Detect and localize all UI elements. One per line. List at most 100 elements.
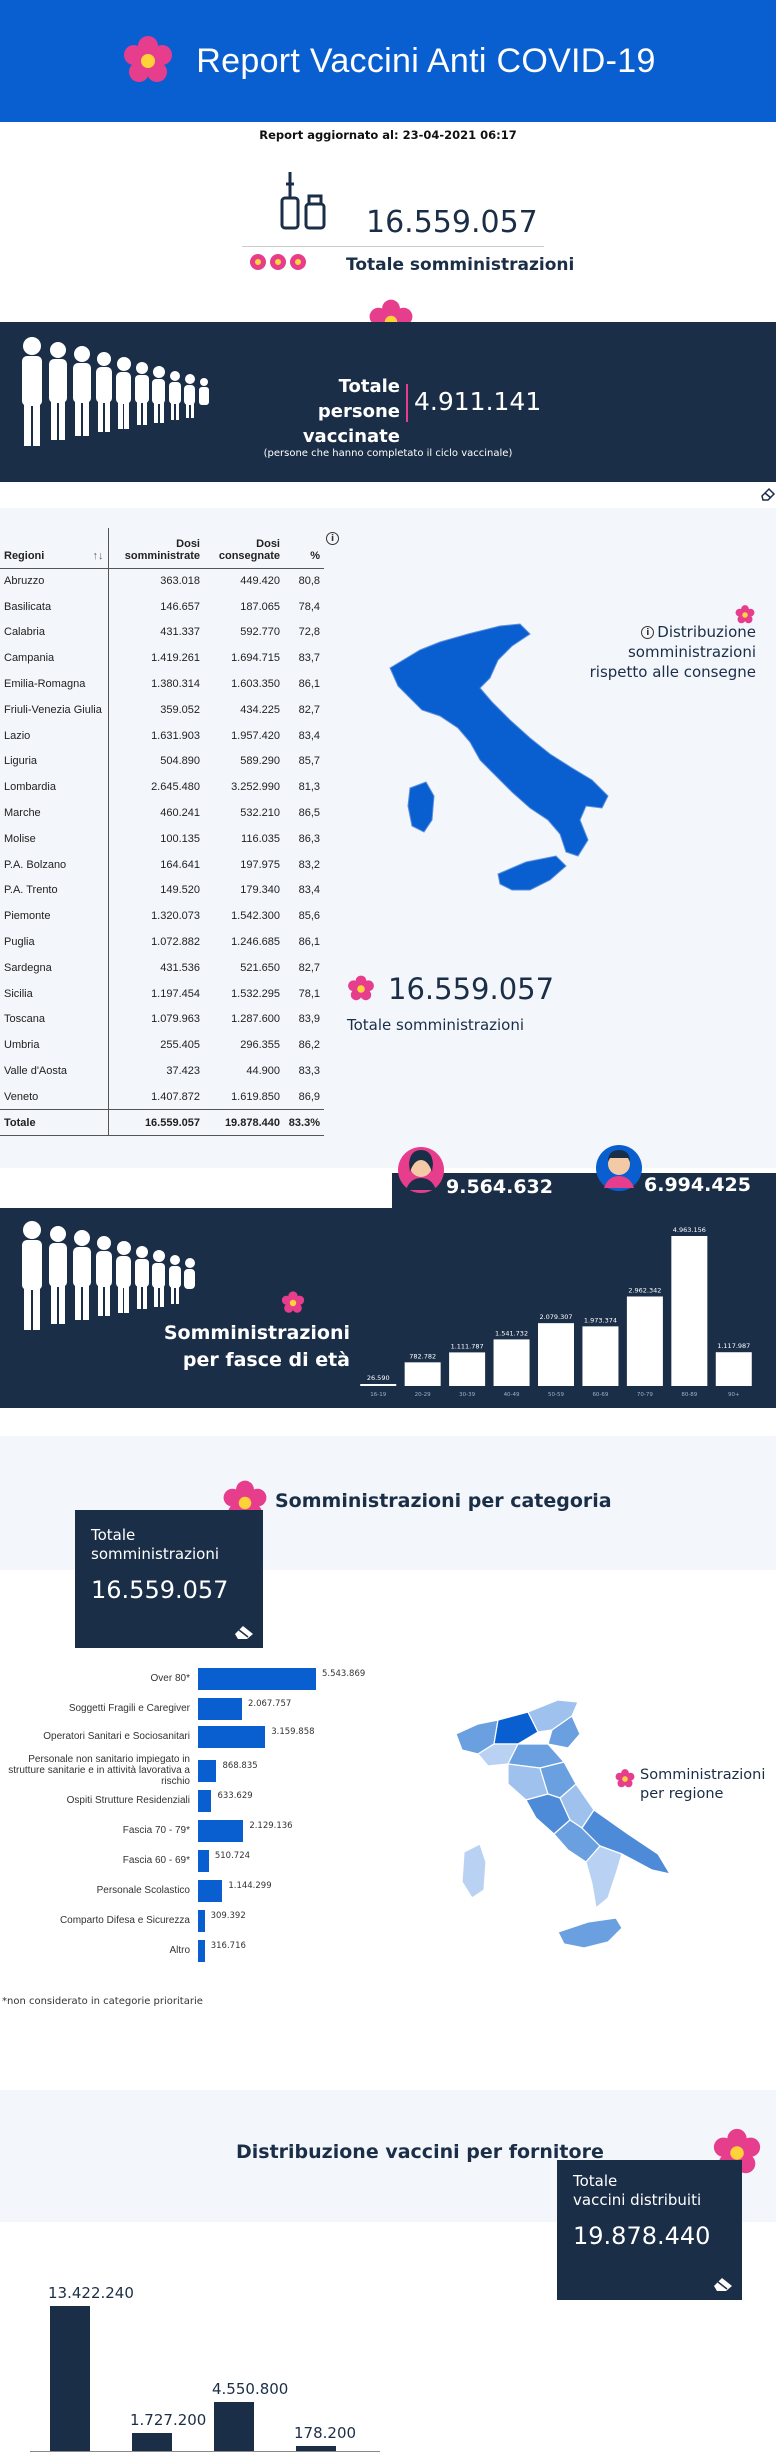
column-header-delivered[interactable]: Dosi consegnate <box>204 528 284 569</box>
column-header-percent[interactable]: % <box>284 528 324 569</box>
category-bar[interactable] <box>198 1940 205 1962</box>
cell-region: Veneto <box>0 1083 109 1110</box>
table-row[interactable]: Calabria 431.337 592.770 72,8 <box>0 619 324 646</box>
table-row[interactable]: Lombardia 2.645.480 3.252.990 81,3 <box>0 774 324 801</box>
vaccinated-label: Totale persone vaccinate <box>252 374 400 449</box>
total-administrations-label: Totale somministrazioni <box>346 255 575 275</box>
cell-delivered: 592.770 <box>240 626 280 639</box>
table-row[interactable]: Basilicata 146.657 187.065 78,4 <box>0 593 324 620</box>
supplier-total-card: Totale vaccini distribuiti 19.878.440 <box>557 2160 742 2300</box>
category-bar[interactable] <box>198 1790 212 1812</box>
map-total-value: 16.559.057 <box>388 972 555 1006</box>
cell-administered: 1.419.261 <box>151 652 200 665</box>
cell-region: Calabria <box>0 619 109 646</box>
page-title: Report Vaccini Anti COVID-19 <box>196 41 656 80</box>
flower-icon <box>615 1769 635 1788</box>
age-bar[interactable] <box>715 1352 752 1386</box>
info-icon[interactable]: i <box>326 532 339 545</box>
table-row[interactable]: P.A. Bolzano 164.641 197.975 83,2 <box>0 851 324 878</box>
cell-pct: 82,7 <box>298 703 320 716</box>
category-bar[interactable] <box>198 1910 205 1932</box>
table-row[interactable]: Sardegna 431.536 521.650 82,7 <box>0 954 324 981</box>
table-row[interactable]: Friuli-Venezia Giulia 359.052 434.225 82,7 <box>0 696 324 723</box>
region-choropleth-map[interactable] <box>448 1694 674 1964</box>
supplier-total-value: 19.878.440 <box>573 2222 711 2250</box>
sort-icon[interactable]: ↑↓ <box>92 549 104 562</box>
cell-administered: 504.890 <box>160 755 200 768</box>
category-bar-value: 510.724 <box>214 1851 251 1861</box>
age-bar[interactable] <box>360 1384 397 1386</box>
category-bar[interactable] <box>198 1820 244 1842</box>
category-bar[interactable] <box>198 1668 316 1690</box>
supplier-bar[interactable] <box>50 2306 90 2452</box>
age-bar[interactable] <box>671 1236 708 1386</box>
table-row[interactable]: Liguria 504.890 589.290 85,7 <box>0 748 324 775</box>
supplier-bar[interactable] <box>296 2446 336 2452</box>
cell-administered: 2.645.480 <box>151 781 200 794</box>
cell-pct: 72,8 <box>298 626 320 639</box>
table-row[interactable]: Campania 1.419.261 1.694.715 83,7 <box>0 645 324 672</box>
cell-administered: 149.520 <box>160 884 200 897</box>
table-row[interactable]: Marche 460.241 532.210 86,5 <box>0 800 324 826</box>
age-bar[interactable] <box>404 1362 441 1386</box>
age-bar[interactable] <box>493 1339 530 1386</box>
table-row[interactable]: Toscana 1.079.963 1.287.600 83,9 <box>0 1006 324 1033</box>
eraser-icon[interactable] <box>712 2276 734 2292</box>
table-row[interactable]: Valle d'Aosta 37.423 44.900 83,3 <box>0 1058 324 1084</box>
table-row[interactable]: Molise 100.135 116.035 86,3 <box>0 825 324 852</box>
supplier-title: Distribuzione vaccini per fornitore <box>236 2141 604 2163</box>
cell-delivered: 532.210 <box>240 807 280 820</box>
age-bar[interactable] <box>538 1323 574 1386</box>
eraser-icon[interactable] <box>233 1624 255 1640</box>
cell-delivered: 1.619.850 <box>231 1090 280 1103</box>
regions-section <box>0 508 776 1168</box>
three-flowers-icon <box>250 254 306 270</box>
table-row[interactable]: Emilia-Romagna 1.380.314 1.603.350 86,1 <box>0 671 324 697</box>
category-bar[interactable] <box>198 1760 217 1782</box>
table-row[interactable]: Lazio 1.631.903 1.957.420 83,4 <box>0 722 324 749</box>
category-label: Over 80* <box>150 1673 190 1684</box>
supplier-bar-chart: 13.422.240 1.727.200 4.550.800 178.200 <box>30 2284 390 2452</box>
age-bar-value-label: 1.541.732 <box>495 1329 528 1337</box>
category-label: Personale Scolastico <box>96 1885 190 1896</box>
supplier-bar[interactable] <box>214 2402 254 2452</box>
cell-region: Emilia-Romagna <box>0 671 109 697</box>
age-bar[interactable] <box>626 1296 663 1386</box>
eraser-icon[interactable] <box>760 486 776 502</box>
category-bar[interactable] <box>198 1726 266 1748</box>
cell-administered: 1.072.882 <box>151 936 200 949</box>
cell-region: Piemonte <box>0 903 109 930</box>
category-bar-value: 2.067.757 <box>248 1699 292 1709</box>
women-count: 9.564.632 <box>446 1176 553 1198</box>
category-bar[interactable] <box>198 1880 223 1902</box>
table-row[interactable]: Umbria 255.405 296.355 86,2 <box>0 1032 324 1059</box>
info-icon[interactable]: i <box>641 626 655 639</box>
category-bar[interactable] <box>198 1850 209 1872</box>
table-row[interactable]: Piemonte 1.320.073 1.542.300 85,6 <box>0 903 324 930</box>
table-row[interactable]: Abruzzo 363.018 449.420 80,8 <box>0 568 324 594</box>
divider <box>242 246 544 247</box>
table-row[interactable]: Puglia 1.072.882 1.246.685 86,1 <box>0 929 324 955</box>
column-header-region[interactable]: Regioni ↑↓ <box>0 528 109 569</box>
supplier-bar[interactable] <box>132 2433 172 2452</box>
age-bar[interactable] <box>582 1326 619 1386</box>
people-queue-icon <box>22 1221 195 1330</box>
cell-delivered: 1.287.600 <box>231 1013 280 1026</box>
category-bar-value: 633.629 <box>217 1791 253 1801</box>
age-title: Somministrazioni per fasce di età <box>163 1322 350 1371</box>
cell-region: P.A. Trento <box>0 877 109 904</box>
table-row[interactable]: P.A. Trento 149.520 179.340 83,4 <box>0 877 324 904</box>
cell-pct: 86,1 <box>298 678 320 691</box>
table-row[interactable]: Veneto 1.407.872 1.619.850 86,9 <box>0 1083 324 1110</box>
flower-logo-icon <box>124 36 173 82</box>
woman-avatar-icon <box>398 1147 444 1193</box>
cell-delivered: 449.420 <box>240 575 280 588</box>
italy-map[interactable] <box>380 620 620 904</box>
age-bar[interactable] <box>449 1352 486 1386</box>
cell-delivered: 521.650 <box>240 961 280 974</box>
category-bar[interactable] <box>198 1698 242 1720</box>
table-row[interactable]: Sicilia 1.197.454 1.532.295 78,1 <box>0 980 324 1007</box>
cell-administered: 359.052 <box>160 703 200 716</box>
column-header-administered[interactable]: Dosi somministrate <box>108 528 204 569</box>
cell-pct: 86,1 <box>298 936 320 949</box>
